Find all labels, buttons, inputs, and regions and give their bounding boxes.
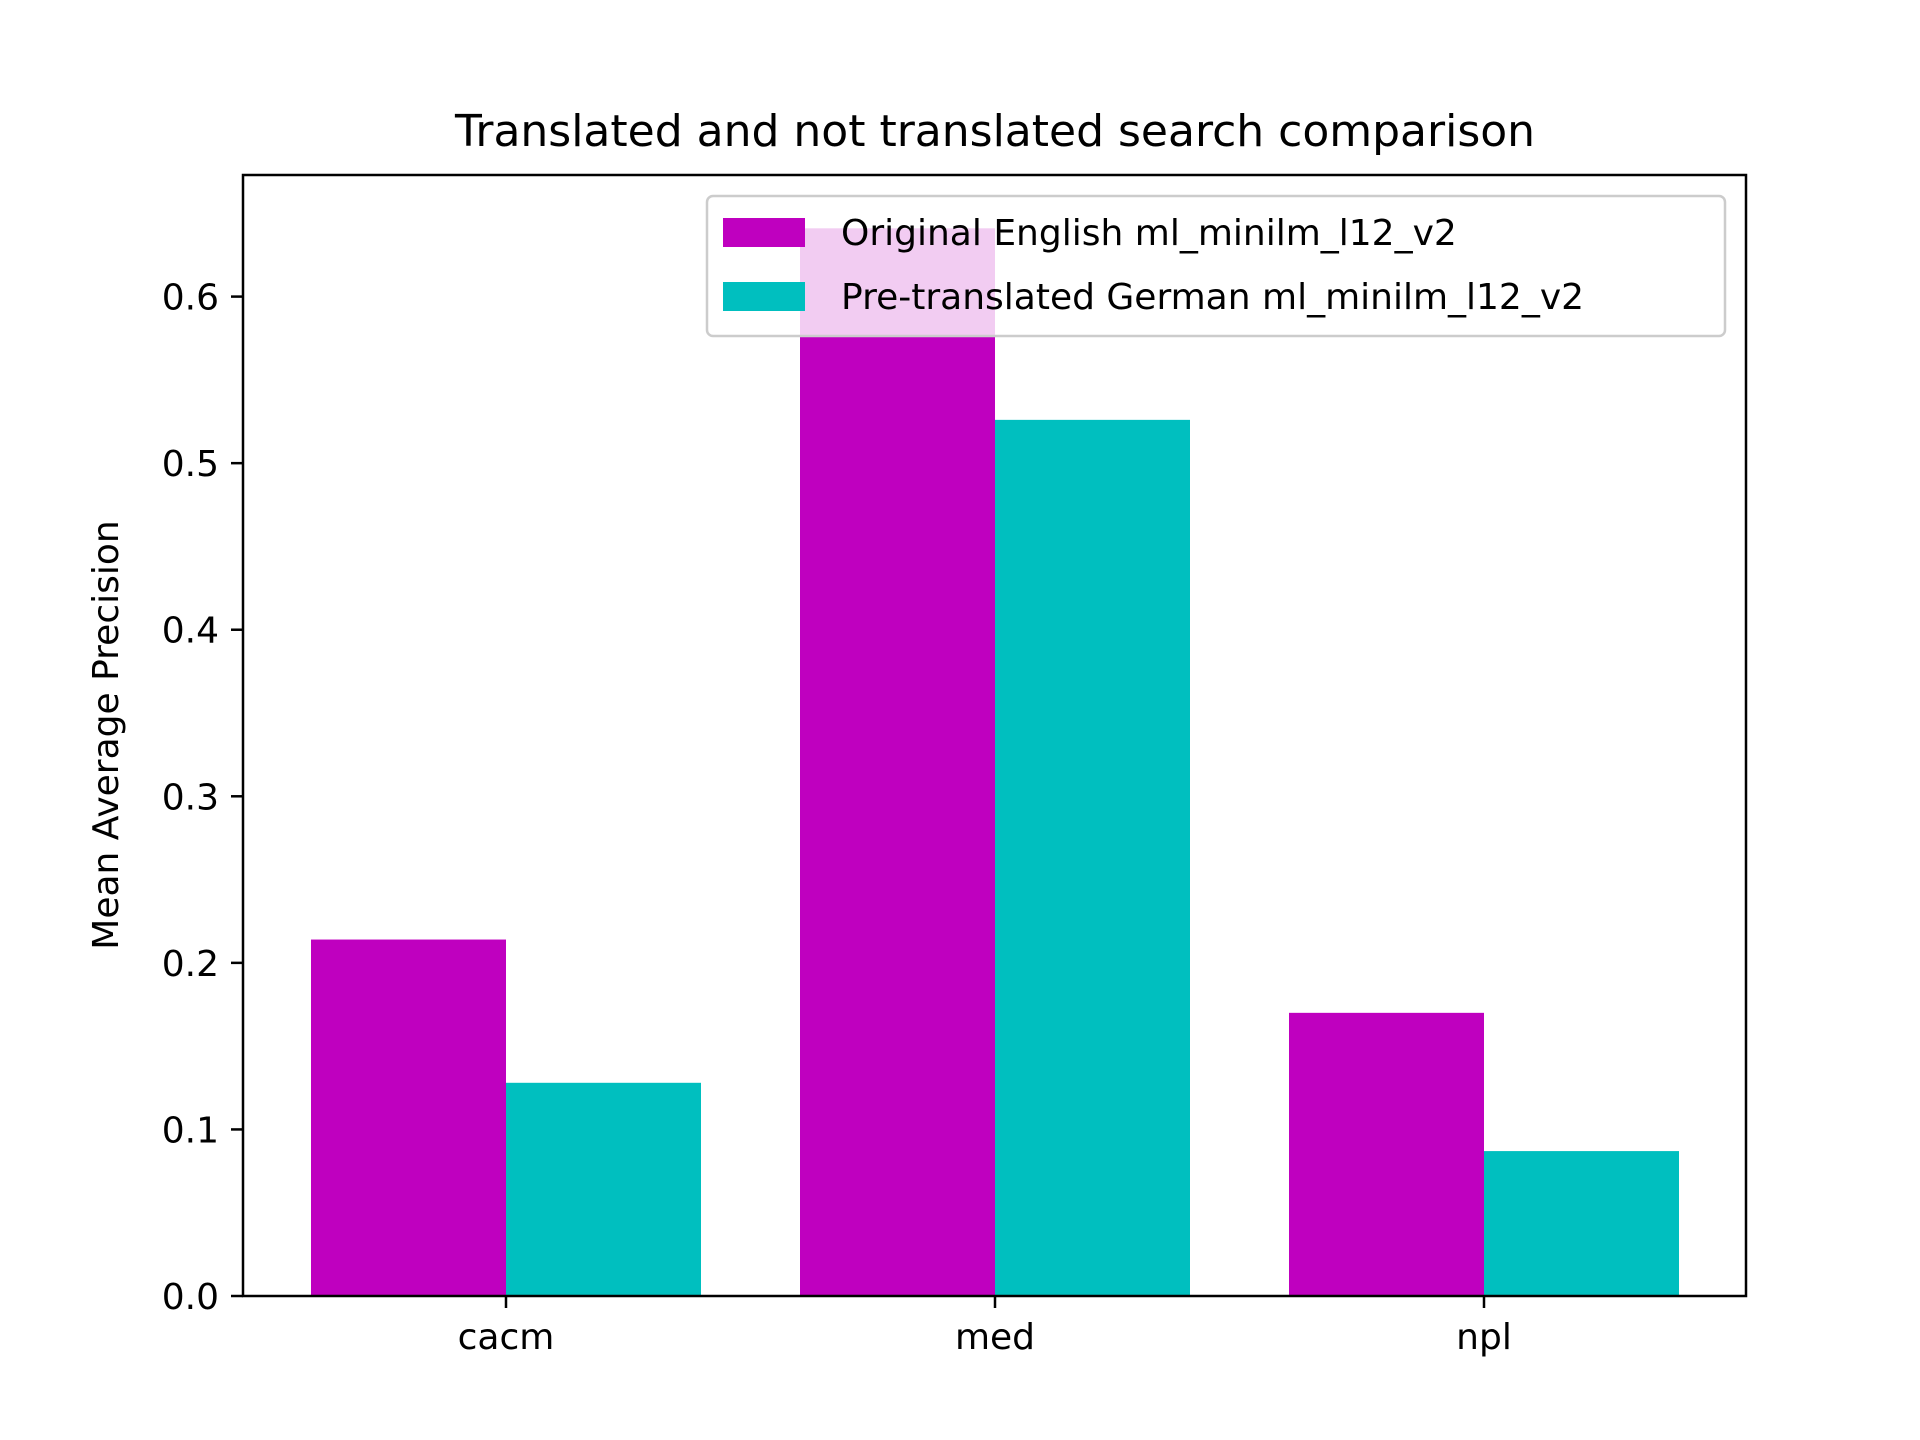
x-tick-label-med: med: [955, 1317, 1035, 1358]
legend-label-series-2: Pre-translated German ml_minilm_l12_v2: [841, 277, 1584, 318]
bar-med-series-2: [995, 419, 1190, 1296]
legend-swatch-series-1: [723, 218, 805, 247]
legend-label-series-1: Original English ml_minilm_l12_v2: [841, 213, 1457, 254]
bar-cacm-series-1: [311, 939, 506, 1296]
bar-npl-series-1: [1289, 1012, 1484, 1296]
y-tick-label: 0.2: [162, 944, 219, 985]
x-tick-label-npl: npl: [1456, 1317, 1512, 1358]
legend-box: [705, 194, 1727, 338]
y-tick-label: 0.4: [162, 611, 219, 652]
legend-swatch-series-2: [723, 282, 805, 311]
y-tick-label: 0.1: [162, 1110, 219, 1151]
chart-title: Translated and not translated search com…: [454, 106, 1535, 157]
y-tick-label: 0.0: [162, 1277, 219, 1318]
y-tick-label: 0.6: [162, 278, 219, 319]
x-tick-label-cacm: cacm: [458, 1317, 555, 1358]
bars-group: [311, 228, 1679, 1296]
y-tick-label: 0.5: [162, 444, 219, 485]
y-tick-label: 0.3: [162, 777, 219, 818]
bar-cacm-series-2: [506, 1082, 701, 1296]
legend: Original English ml_minilm_l12_v2 Pre-tra…: [705, 194, 1727, 338]
y-axis-label: Mean Average Precision: [86, 520, 127, 949]
bar-npl-series-2: [1484, 1151, 1679, 1296]
y-axis: 0.0 0.1 0.2 0.3 0.4 0.5 0.6: [162, 278, 243, 1318]
x-axis: cacm med npl: [458, 1296, 1512, 1358]
bar-med-series-1: [800, 228, 995, 1296]
